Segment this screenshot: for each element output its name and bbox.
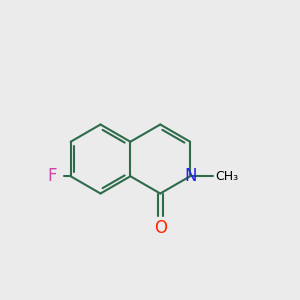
Text: O: O [154, 219, 167, 237]
Text: N: N [184, 167, 197, 185]
Text: CH₃: CH₃ [216, 170, 239, 183]
Text: F: F [48, 167, 57, 185]
